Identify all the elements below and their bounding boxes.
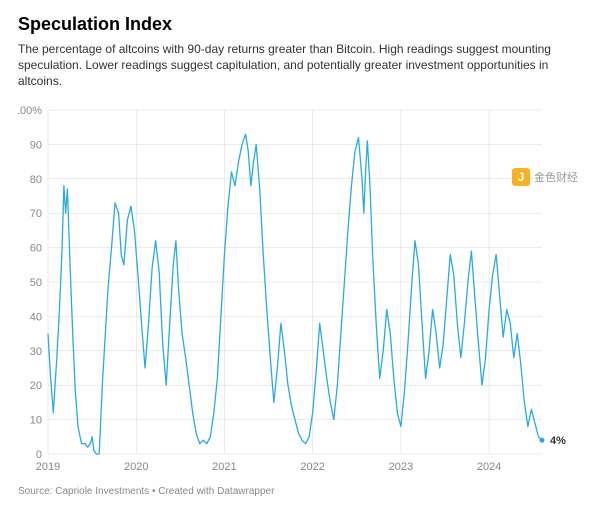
watermark: J 金色财经 xyxy=(512,168,578,186)
x-axis-label: 2021 xyxy=(212,461,236,473)
chart-title: Speculation Index xyxy=(18,14,582,35)
y-axis-label: 30 xyxy=(30,345,42,357)
chart-area: 0 10 20 30 40 50 60 70 80 90 100% 2019 2020 2021 2022 2… xyxy=(18,100,582,480)
chart-source: Source: Capriole Investments • Created w… xyxy=(18,486,582,497)
y-axis-label: 50 xyxy=(30,277,42,289)
y-axis-label: 10 xyxy=(30,414,42,426)
end-point-dot xyxy=(540,437,545,442)
x-axis-label: 2023 xyxy=(389,461,413,473)
y-axis-label: 60 xyxy=(30,242,42,254)
y-axis-label: 0 xyxy=(36,449,42,461)
y-axis-label: 70 xyxy=(30,208,42,220)
watermark-logo-icon: J xyxy=(512,168,530,186)
y-axis-label: 100% xyxy=(18,105,42,117)
watermark-text: 金色财经 xyxy=(534,169,578,185)
y-axis-label: 80 xyxy=(30,173,42,185)
x-axis-label: 2020 xyxy=(124,461,148,473)
y-axis-label: 90 xyxy=(30,139,42,151)
x-axis-label: 2024 xyxy=(477,461,501,473)
y-axis-label: 40 xyxy=(30,311,42,323)
chart-subtitle: The percentage of altcoins with 90-day r… xyxy=(18,41,582,90)
y-axis-label: 20 xyxy=(30,380,42,392)
x-axis-label: 2022 xyxy=(300,461,324,473)
end-point-label: 4% xyxy=(550,435,566,447)
x-axis-label: 2019 xyxy=(36,461,60,473)
line-chart-svg: 0 10 20 30 40 50 60 70 80 90 100% 2019 2020 2021 2022 2… xyxy=(18,100,578,480)
data-line xyxy=(48,134,542,454)
